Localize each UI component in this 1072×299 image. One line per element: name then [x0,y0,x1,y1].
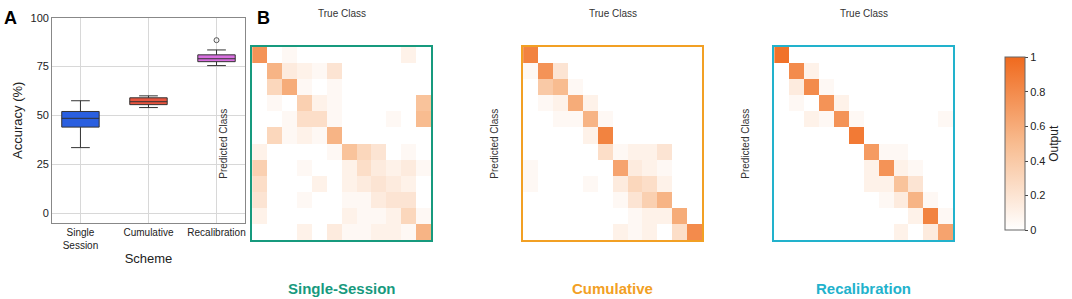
svg-text:Scheme: Scheme [125,251,173,266]
svg-text:50: 50 [37,109,49,121]
svg-text:0: 0 [1030,224,1036,236]
svg-text:Accuracy (%): Accuracy (%) [10,82,25,159]
svg-text:True Class: True Class [840,8,888,19]
svg-text:True Class: True Class [318,8,366,19]
svg-text:Predicted Class: Predicted Class [740,109,751,179]
svg-text:0.6: 0.6 [1030,120,1045,132]
svg-text:B: B [257,8,270,28]
svg-text:0.4: 0.4 [1030,155,1045,167]
svg-text:0.2: 0.2 [1030,189,1045,201]
svg-text:A: A [4,8,17,28]
svg-text:Cumulative: Cumulative [572,280,653,297]
svg-text:Recalibration: Recalibration [816,280,911,297]
svg-text:0: 0 [43,207,49,219]
svg-text:Predicted Class: Predicted Class [218,109,229,179]
svg-text:Cumulative: Cumulative [123,227,173,238]
svg-text:Recalibration: Recalibration [187,227,245,238]
svg-text:SingleSession: SingleSession [63,227,99,251]
svg-text:True Class: True Class [589,8,637,19]
svg-text:Single-Session: Single-Session [288,280,396,297]
svg-text:0.8: 0.8 [1030,86,1045,98]
svg-text:100: 100 [31,12,49,24]
svg-text:25: 25 [37,158,49,170]
svg-text:75: 75 [37,60,49,72]
svg-text:Output: Output [1047,125,1061,162]
svg-text:Predicted Class: Predicted Class [489,109,500,179]
svg-text:1: 1 [1030,51,1036,63]
